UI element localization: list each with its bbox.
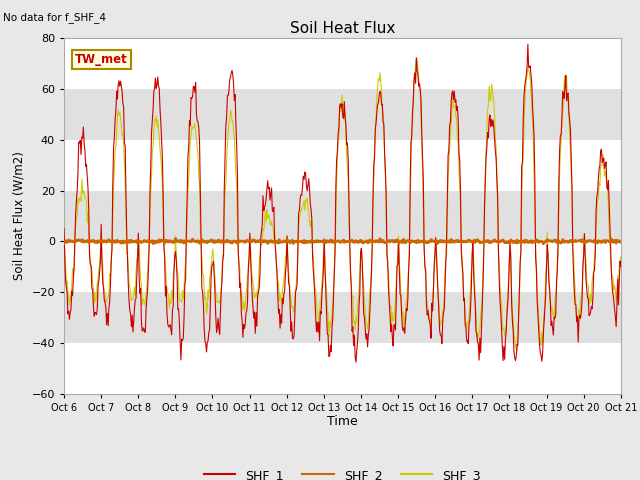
Bar (64, 343, 621, 394)
Legend: SHF_1, SHF_2, SHF_3: SHF_1, SHF_2, SHF_3 (199, 464, 486, 480)
SHF_1 (127, 324, 135, 330)
Bar (64, 241, 621, 292)
Title: Soil Heat Flux: Soil Heat Flux (290, 21, 395, 36)
X-axis label: Time: Time (327, 415, 358, 429)
Bar (64, 191, 621, 241)
SHF_1 (184, 154, 192, 160)
SHF_2 (70, 239, 78, 245)
SHF_1 (60, 226, 68, 231)
SHF_1 (214, 324, 221, 330)
Bar (64, 292, 621, 343)
SHF_3 (413, 56, 420, 62)
SHF_2 (172, 236, 179, 241)
Text: TW_met: TW_met (75, 53, 128, 66)
SHF_3 (127, 298, 135, 304)
SHF_2 (540, 241, 547, 247)
Bar (64, 140, 621, 191)
SHF_2 (60, 240, 68, 246)
SHF_2 (214, 237, 222, 243)
SHF_1 (352, 359, 360, 365)
SHF_2 (617, 240, 625, 245)
Bar (64, 38, 621, 89)
Y-axis label: Soil Heat Flux (W/m2): Soil Heat Flux (W/m2) (13, 152, 26, 280)
SHF_1 (70, 264, 78, 270)
SHF_1 (428, 336, 435, 341)
SHF_1 (617, 264, 625, 269)
SHF_2 (185, 238, 193, 244)
SHF_3 (60, 241, 68, 247)
SHF_3 (184, 188, 192, 194)
SHF_2 (411, 239, 419, 244)
Bar (64, 89, 621, 140)
SHF_2 (428, 237, 435, 242)
SHF_3 (428, 315, 435, 321)
SHF_3 (513, 348, 521, 354)
SHF_3 (214, 300, 221, 305)
SHF_3 (70, 267, 78, 273)
Line: SHF_2: SHF_2 (64, 239, 621, 244)
Line: SHF_3: SHF_3 (64, 59, 621, 351)
SHF_1 (411, 70, 419, 76)
SHF_3 (617, 254, 625, 260)
Line: SHF_1: SHF_1 (64, 45, 621, 362)
SHF_2 (127, 238, 135, 243)
SHF_3 (410, 80, 418, 85)
Text: No data for f_SHF_4: No data for f_SHF_4 (3, 12, 106, 23)
SHF_1 (524, 42, 532, 48)
